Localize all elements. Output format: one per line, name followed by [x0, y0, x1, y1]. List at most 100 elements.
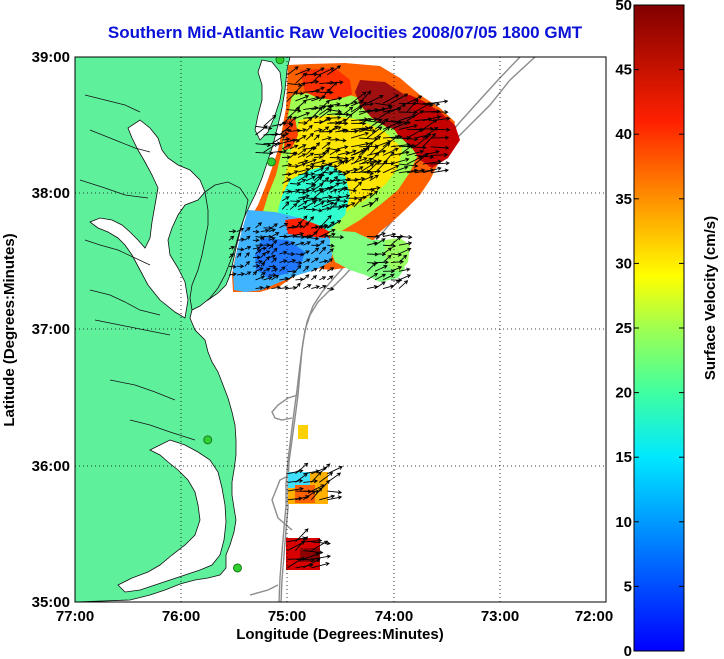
velocity-arrow	[263, 256, 270, 263]
velocity-arrow	[289, 144, 299, 150]
velocity-arrow	[303, 479, 319, 484]
velocity-arrow	[311, 67, 325, 76]
velocity-arrow	[295, 462, 309, 475]
velocity-arrow	[297, 148, 307, 156]
velocity-arrow	[295, 82, 306, 93]
velocity-arrow	[321, 126, 330, 132]
velocity-arrow	[390, 165, 409, 174]
velocity-arrow	[353, 181, 363, 190]
velocity-arrow	[374, 232, 386, 237]
velocity-arrow	[313, 189, 324, 199]
velocity-arrow	[271, 268, 279, 272]
velocity-arrow	[228, 245, 236, 250]
velocity-arrow	[255, 285, 264, 290]
velocity-arrow	[236, 252, 242, 258]
velocity-arrow	[297, 200, 308, 208]
velocity-arrow	[279, 259, 288, 264]
velocity-arrow	[319, 67, 335, 76]
velocity-arrow	[311, 484, 325, 492]
velocity-arrow	[374, 273, 387, 281]
velocity-arrow	[282, 189, 292, 194]
velocity-arrow	[313, 183, 324, 190]
velocity-arrow	[297, 194, 310, 199]
station-marker	[275, 57, 285, 65]
velocity-arrow	[337, 159, 349, 164]
velocity-arrow	[311, 285, 321, 290]
velocity-arrow	[430, 110, 449, 115]
velocity-arrow	[374, 265, 388, 272]
velocity-arrow	[279, 123, 294, 136]
velocity-arrow	[282, 137, 291, 142]
velocity-arrow	[303, 538, 323, 543]
velocity-arrow	[422, 166, 442, 174]
velocity-arrow	[263, 234, 273, 239]
velocity-arrow	[351, 141, 370, 148]
velocity-arrow	[382, 147, 399, 156]
y-tick-labels: 35:00 36:00 37:00 38:00 39:00	[32, 49, 70, 611]
velocity-arrow	[318, 265, 325, 272]
velocity-arrow	[382, 232, 397, 237]
velocity-arrow	[305, 165, 315, 173]
velocity-arrow	[414, 135, 429, 148]
velocity-arrow	[281, 201, 290, 210]
velocity-arrow	[382, 164, 400, 174]
velocity-arrow	[430, 127, 451, 132]
velocity-arrow	[228, 272, 237, 277]
velocity-arrow	[252, 229, 260, 234]
velocity-arrow	[335, 112, 350, 117]
velocity-arrow	[390, 142, 411, 148]
velocity-arrow	[297, 162, 307, 167]
velocity-arrow	[260, 235, 265, 241]
colorbar-label: Surface Velocity (cm/s)	[702, 216, 719, 380]
velocity-arrow	[297, 159, 309, 164]
velocity-arrow	[343, 100, 358, 107]
velocity-arrow	[303, 236, 320, 241]
velocity-arrow	[287, 82, 303, 87]
velocity-arrow	[271, 223, 278, 229]
velocity-arrow	[318, 246, 327, 255]
velocity-arrow	[326, 220, 342, 229]
velocity-arrow	[361, 202, 374, 208]
velocity-arrow	[305, 132, 314, 141]
velocity-arrow	[303, 550, 324, 555]
velocity-arrow	[382, 151, 395, 165]
velocity-arrow	[287, 259, 297, 264]
velocity-arrow	[382, 94, 400, 104]
velocity-arrow	[287, 108, 302, 113]
river-lines	[79, 94, 196, 441]
velocity-arrow	[390, 157, 410, 165]
velocity-arrow	[244, 271, 252, 276]
velocity-arrow	[313, 201, 325, 208]
velocity-arrow	[271, 257, 277, 263]
velocity-arrow	[374, 102, 393, 108]
velocity-arrow	[252, 263, 261, 269]
velocity-arrow	[358, 126, 374, 133]
velocity-arrow	[390, 150, 410, 156]
velocity-arrow	[329, 164, 339, 169]
y-axis-label: Latitude (Degrees:Minutes)	[1, 233, 18, 426]
velocity-arrow	[358, 117, 373, 124]
x-tick: 74:00	[375, 608, 413, 625]
velocity-arrow	[321, 136, 332, 141]
velocity-arrow	[398, 110, 418, 115]
velocity-arrow	[398, 267, 411, 272]
velocity-arrow	[305, 146, 315, 156]
velocity-arrow	[303, 114, 319, 119]
velocity-arrow	[311, 561, 330, 569]
velocity-arrow	[374, 252, 387, 257]
velocity-arrow	[345, 156, 355, 164]
velocity-arrow	[302, 216, 315, 229]
velocity-arrow	[279, 266, 286, 272]
velocity-arrow	[337, 138, 347, 143]
station-marker	[232, 563, 242, 573]
velocity-arrow	[311, 554, 332, 560]
velocity-arrow	[263, 226, 273, 231]
velocity-arrow	[326, 248, 334, 255]
velocity-arrow	[337, 145, 349, 150]
velocity-arrow	[295, 95, 310, 102]
velocity-arrow	[358, 163, 375, 174]
velocity-arrow	[289, 203, 298, 210]
velocity-arrow	[297, 144, 307, 150]
velocity-arrow	[326, 258, 334, 263]
velocity-arrow	[302, 274, 310, 281]
